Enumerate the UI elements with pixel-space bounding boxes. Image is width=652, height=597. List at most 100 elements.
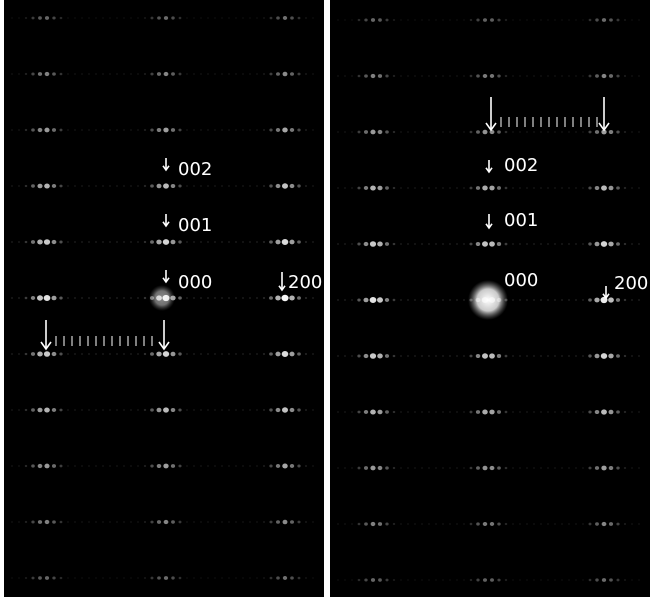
spot <box>228 521 230 523</box>
spot <box>163 351 169 357</box>
spot <box>407 131 409 133</box>
spot <box>385 354 389 358</box>
spot <box>337 75 339 77</box>
spot <box>263 185 265 187</box>
spot <box>456 75 458 77</box>
spot <box>150 352 154 356</box>
spot <box>74 297 76 299</box>
spot <box>297 352 301 355</box>
spot <box>435 579 437 581</box>
spot <box>624 467 626 469</box>
spot <box>540 75 542 77</box>
spot <box>638 467 640 469</box>
spot <box>38 576 42 579</box>
spot <box>95 577 97 579</box>
spot <box>31 521 34 524</box>
spot <box>554 523 556 525</box>
spot <box>476 242 481 246</box>
spot <box>25 73 27 75</box>
spot <box>463 579 465 581</box>
spot <box>178 185 181 188</box>
spot <box>582 299 584 301</box>
spot <box>337 411 339 413</box>
spot <box>235 521 237 523</box>
spot <box>11 577 13 579</box>
spot <box>67 73 69 75</box>
spot <box>561 131 563 133</box>
spot <box>137 73 139 75</box>
spot <box>88 577 90 579</box>
spot <box>269 521 272 524</box>
spot <box>476 354 481 358</box>
spot <box>116 129 118 131</box>
spot <box>81 241 83 243</box>
spot <box>463 243 465 245</box>
spot <box>385 410 389 413</box>
spot <box>31 128 35 131</box>
spot <box>256 577 258 579</box>
spot <box>505 75 508 77</box>
spot <box>11 409 13 411</box>
spot <box>242 521 244 523</box>
spot <box>179 73 182 76</box>
spot <box>540 131 542 133</box>
spot <box>370 353 376 359</box>
spot <box>228 73 230 75</box>
spot <box>547 355 549 357</box>
spot <box>371 522 376 526</box>
spot <box>81 73 83 75</box>
spot <box>25 17 27 19</box>
spot <box>476 579 479 582</box>
spot <box>137 129 139 131</box>
spot <box>595 242 600 246</box>
spot <box>554 299 556 301</box>
spot <box>469 355 472 358</box>
spot <box>575 523 577 525</box>
spot <box>533 19 535 21</box>
spot <box>171 16 174 19</box>
spot <box>186 17 188 19</box>
spot <box>11 241 13 243</box>
spot <box>483 74 488 78</box>
spot <box>312 465 314 467</box>
spot <box>519 355 521 357</box>
spot <box>109 241 111 243</box>
spot <box>95 353 97 355</box>
spot <box>582 187 584 189</box>
spot <box>357 243 360 246</box>
spot <box>631 579 633 581</box>
spot <box>497 242 501 246</box>
spot <box>428 187 430 189</box>
spot <box>290 520 294 524</box>
spot <box>568 75 570 77</box>
spot <box>11 297 13 299</box>
spot <box>421 299 423 301</box>
spot <box>256 185 258 187</box>
spot <box>81 577 83 579</box>
spot <box>228 353 230 355</box>
spot <box>463 187 465 189</box>
spot <box>18 129 20 131</box>
spot <box>463 523 465 525</box>
spot <box>256 521 258 523</box>
spot <box>242 129 244 131</box>
spot <box>400 467 402 469</box>
spot <box>59 296 62 299</box>
spot <box>130 17 132 19</box>
spot <box>561 19 563 21</box>
spot <box>624 523 626 525</box>
spot <box>123 17 125 19</box>
spot <box>435 131 437 133</box>
spot <box>428 243 430 245</box>
spot <box>470 523 473 525</box>
spot <box>540 187 542 189</box>
spot <box>297 129 300 132</box>
spot <box>25 409 28 411</box>
spot <box>476 19 479 22</box>
spot <box>638 579 640 581</box>
spot <box>533 243 535 245</box>
spot <box>95 465 97 467</box>
spot <box>638 75 640 77</box>
spot <box>463 299 465 301</box>
spot <box>25 297 28 299</box>
